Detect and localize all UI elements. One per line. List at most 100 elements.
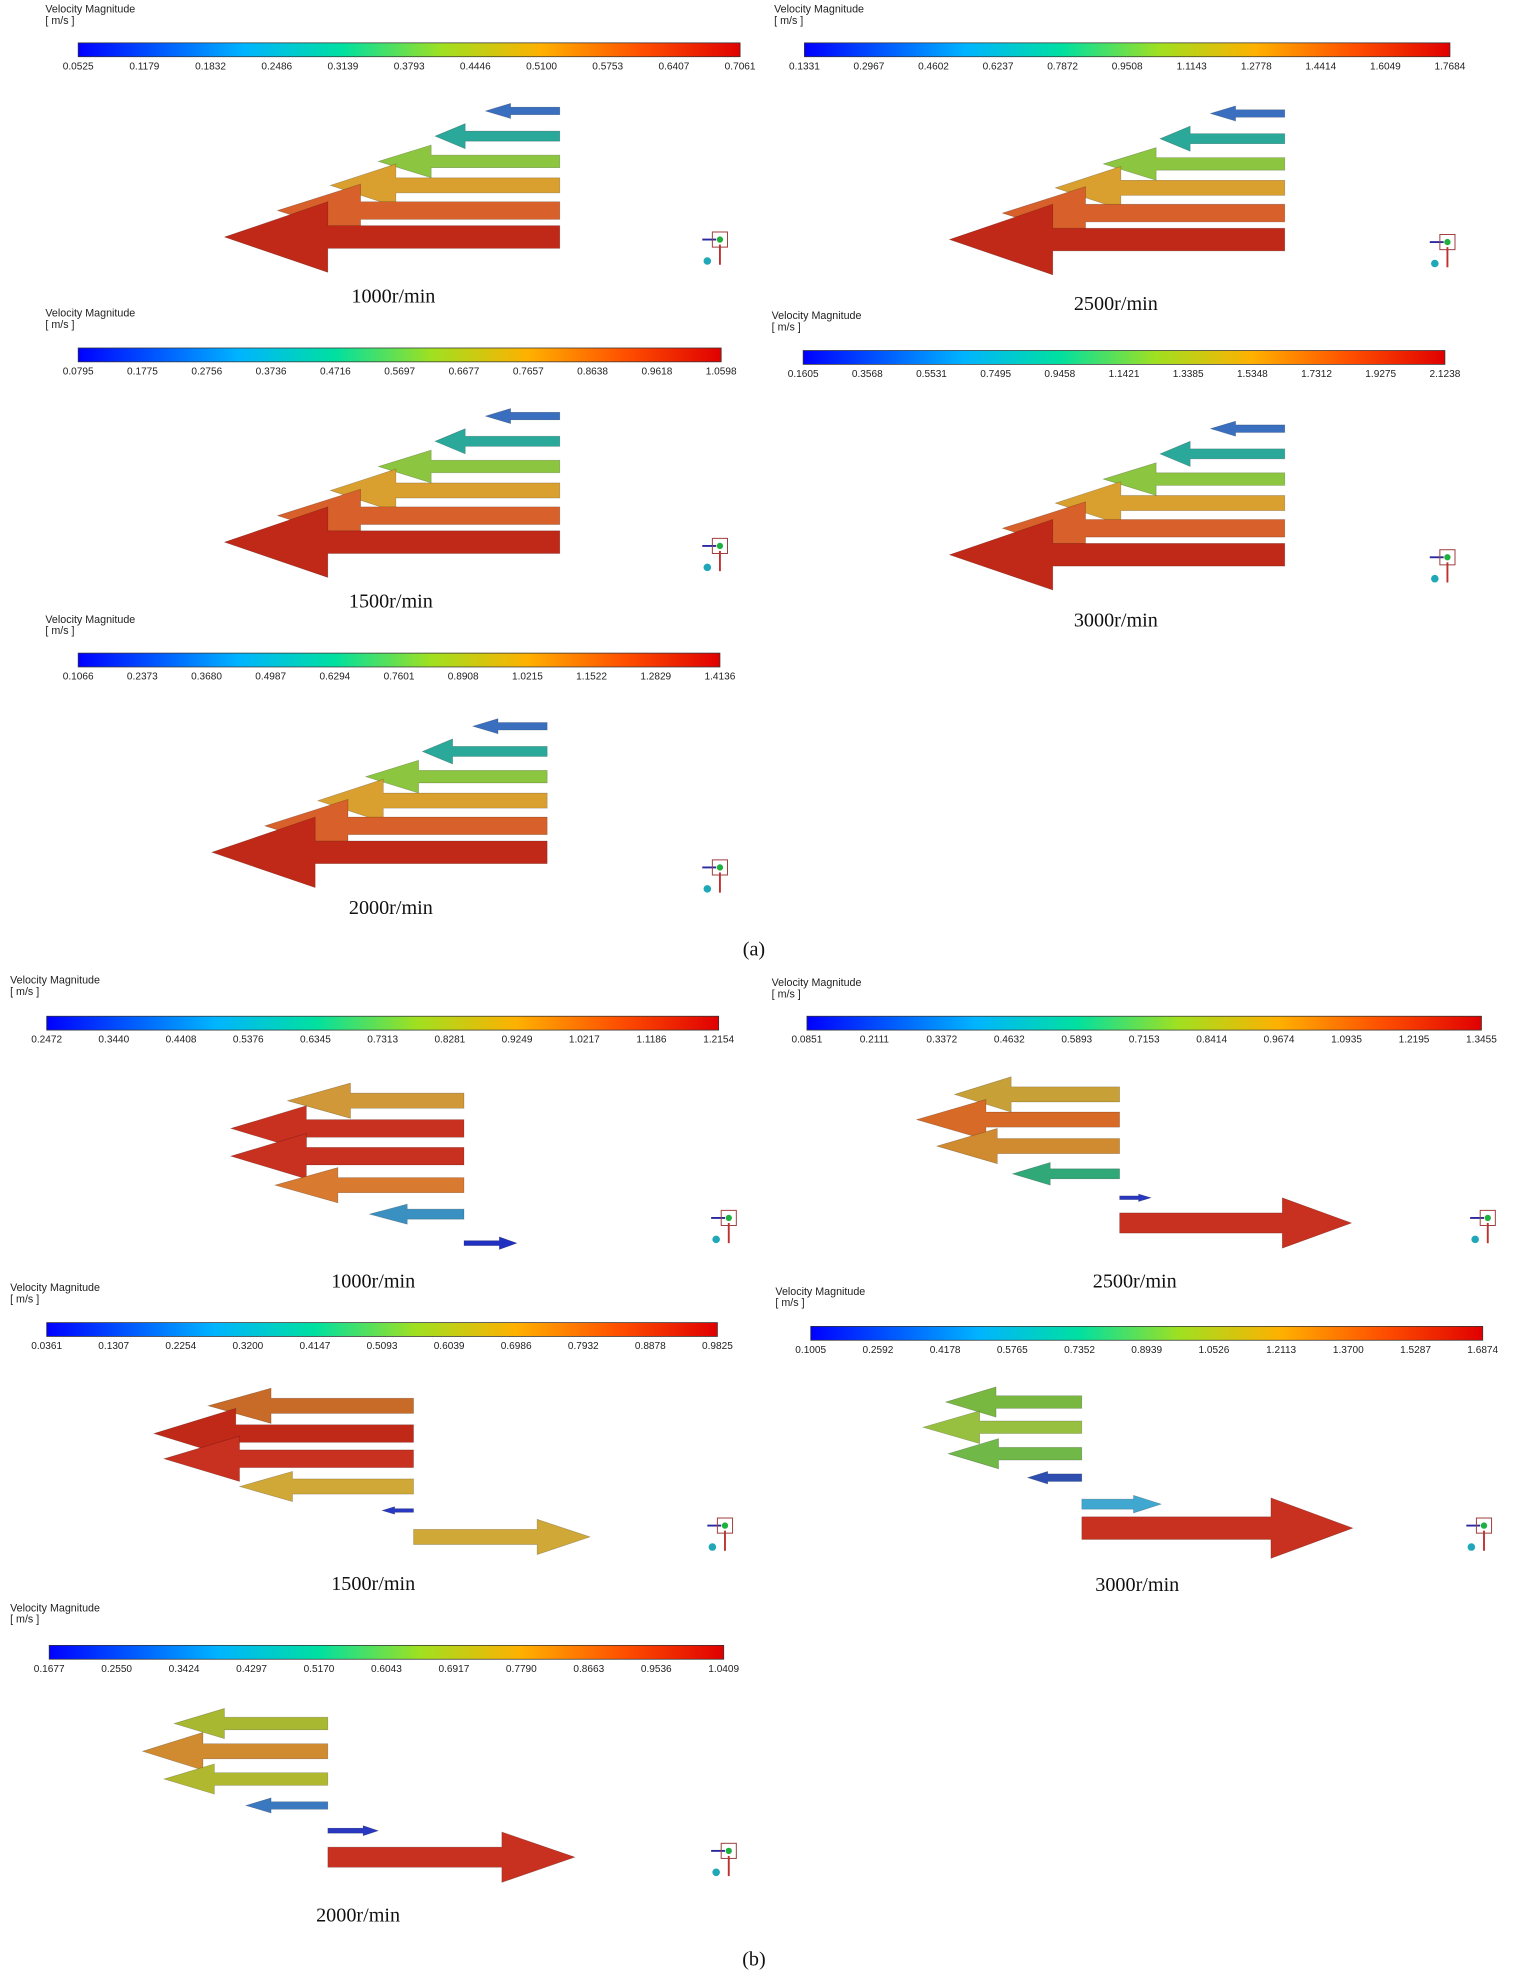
colorbar-tick-label: 0.9536 (641, 1664, 672, 1675)
axis-icon-y (1480, 1522, 1488, 1529)
panel: Velocity Magnitude[ m/s ] 0.1066 0.2373 0.3… (45, 614, 735, 919)
axis-icon-y (1444, 554, 1451, 561)
velocity-arrow (484, 102, 561, 119)
colorbar-tick-label: 0.3793 (394, 61, 425, 72)
axis-icon-box (720, 1209, 737, 1227)
axis-icon-dot (703, 257, 712, 265)
colorbar-tick-label: 1.9275 (1365, 369, 1396, 380)
colorbar-tick-label: 0.9825 (702, 1341, 733, 1352)
colorbar-tick-label: 0.0851 (792, 1035, 823, 1046)
colorbar-tick-label: 1.0215 (512, 672, 543, 683)
velocity-arrow (915, 1099, 1120, 1141)
colorbar-tick-label: 0.3139 (328, 61, 359, 72)
colorbar-title: Velocity Magnitude (45, 614, 135, 626)
colorbar-tick-label: 0.7495 (980, 369, 1011, 380)
colorbar-unit: [ m/s ] (10, 1293, 39, 1305)
velocity-arrow (377, 449, 561, 484)
colorbar-tick-label: 0.1832 (195, 61, 226, 72)
colorbar-tick-label: 0.3424 (169, 1664, 200, 1675)
velocity-arrow (1209, 420, 1286, 437)
axis-icon-box (1439, 234, 1456, 251)
colorbar-tick-label: 0.4632 (994, 1035, 1025, 1046)
colorbar-tick-label: 0.1677 (34, 1664, 65, 1675)
velocity-arrow (162, 1435, 414, 1482)
colorbar-tick-label: 1.0409 (708, 1664, 739, 1675)
caption: 1000r/min (351, 286, 435, 308)
axis-icon-box (711, 537, 729, 555)
colorbar (46, 1015, 720, 1031)
colorbar-tick-label: 0.6237 (983, 61, 1014, 72)
axis-icon-box (716, 1517, 734, 1534)
axis-icon-y (716, 542, 724, 550)
colorbar-tick-label: 0.5170 (304, 1664, 335, 1675)
colorbar-tick-label: 0.8908 (448, 672, 479, 683)
colorbar-tick-label: 0.1307 (98, 1341, 129, 1352)
colorbar-unit: [ m/s ] (45, 625, 74, 637)
colorbar (48, 1644, 725, 1660)
colorbar-tick-label: 0.7153 (1129, 1035, 1160, 1046)
colorbar (804, 42, 1451, 58)
caption: 3000r/min (1074, 610, 1158, 632)
colorbar-tick-label: 0.0525 (63, 61, 94, 72)
colorbar-tick-label: 1.7684 (1435, 61, 1466, 72)
axis-icon-box (711, 859, 729, 876)
axis-icon-y (725, 1214, 732, 1222)
velocity-arrow (1081, 1494, 1163, 1514)
colorbar-tick-label: 0.9508 (1112, 61, 1143, 72)
colorbar-tick-label: 0.3568 (852, 369, 883, 380)
colorbar-title: Velocity Magnitude (10, 1282, 100, 1294)
velocity-arrow (210, 816, 548, 889)
panel: Velocity Magnitude[ m/s ] 0.1331 0.2967 0.4… (774, 4, 1466, 316)
axis-icon-box (711, 231, 729, 248)
velocity-arrow (1159, 125, 1286, 152)
velocity-arrow (162, 1763, 329, 1795)
colorbar-tick-label: 0.7601 (384, 672, 415, 683)
colorbar-tick-label: 0.8878 (635, 1341, 666, 1352)
subfigure-label: (a) (743, 939, 765, 961)
colorbar-tick-label: 0.6986 (501, 1341, 532, 1352)
colorbar-tick-label: 0.1775 (127, 366, 158, 377)
panel: Velocity Magnitude[ m/s ] 0.0525 0.1179 0.1… (45, 4, 756, 308)
velocity-arrow (206, 1387, 414, 1424)
caption: 3000r/min (1095, 1574, 1179, 1596)
axis-icon-box (720, 1842, 737, 1859)
colorbar-tick-label: 0.5753 (592, 61, 623, 72)
colorbar-tick-label: 0.2967 (854, 61, 885, 72)
caption: 1500r/min (331, 1573, 415, 1595)
colorbar-tick-label: 0.9674 (1264, 1035, 1295, 1046)
colorbar-tick-label: 0.1005 (795, 1345, 826, 1356)
colorbar-tick-label: 0.6043 (371, 1664, 402, 1675)
velocity-arrow (947, 1438, 1083, 1470)
colorbar-title: Velocity Magnitude (45, 307, 135, 319)
colorbar-title: Velocity Magnitude (772, 310, 862, 322)
axis-icon-dot (708, 1543, 717, 1551)
colorbar-tick-label: 0.3372 (926, 1035, 957, 1046)
colorbar-tick-label: 0.5893 (1061, 1035, 1092, 1046)
velocity-arrow (229, 1133, 465, 1180)
colorbar-tick-label: 0.8638 (577, 366, 608, 377)
colorbar (802, 350, 1446, 365)
colorbar-tick-label: 1.4414 (1305, 61, 1336, 72)
colorbar (810, 1325, 1484, 1341)
axis-icon-y (1444, 238, 1451, 246)
colorbar-tick-label: 0.9458 (1044, 369, 1075, 380)
colorbar-tick-label: 0.8663 (573, 1664, 604, 1675)
velocity-arrow (273, 1167, 465, 1204)
colorbar-tick-label: 1.3700 (1333, 1345, 1364, 1356)
colorbar-tick-label: 0.6039 (434, 1341, 465, 1352)
axis-icon-dot (712, 1235, 720, 1244)
axis-icon-y (1484, 1214, 1491, 1222)
colorbar-tick-label: 0.1179 (129, 61, 159, 72)
colorbar-tick-label: 1.7312 (1301, 369, 1332, 380)
colorbar-tick-label: 0.2254 (165, 1341, 196, 1352)
colorbar-tick-label: 1.2829 (640, 672, 671, 683)
velocity-arrow (329, 468, 561, 513)
colorbar-tick-label: 0.3736 (256, 366, 287, 377)
colorbar-tick-label: 0.7657 (513, 366, 544, 377)
colorbar-unit: [ m/s ] (45, 319, 74, 331)
velocity-arrow (413, 1518, 592, 1556)
colorbar-tick-label: 1.3455 (1466, 1035, 1497, 1046)
panel: Velocity Magnitude[ m/s ] 0.1605 0.3568 0.5… (772, 310, 1461, 632)
axis-icon-box (1479, 1209, 1496, 1227)
